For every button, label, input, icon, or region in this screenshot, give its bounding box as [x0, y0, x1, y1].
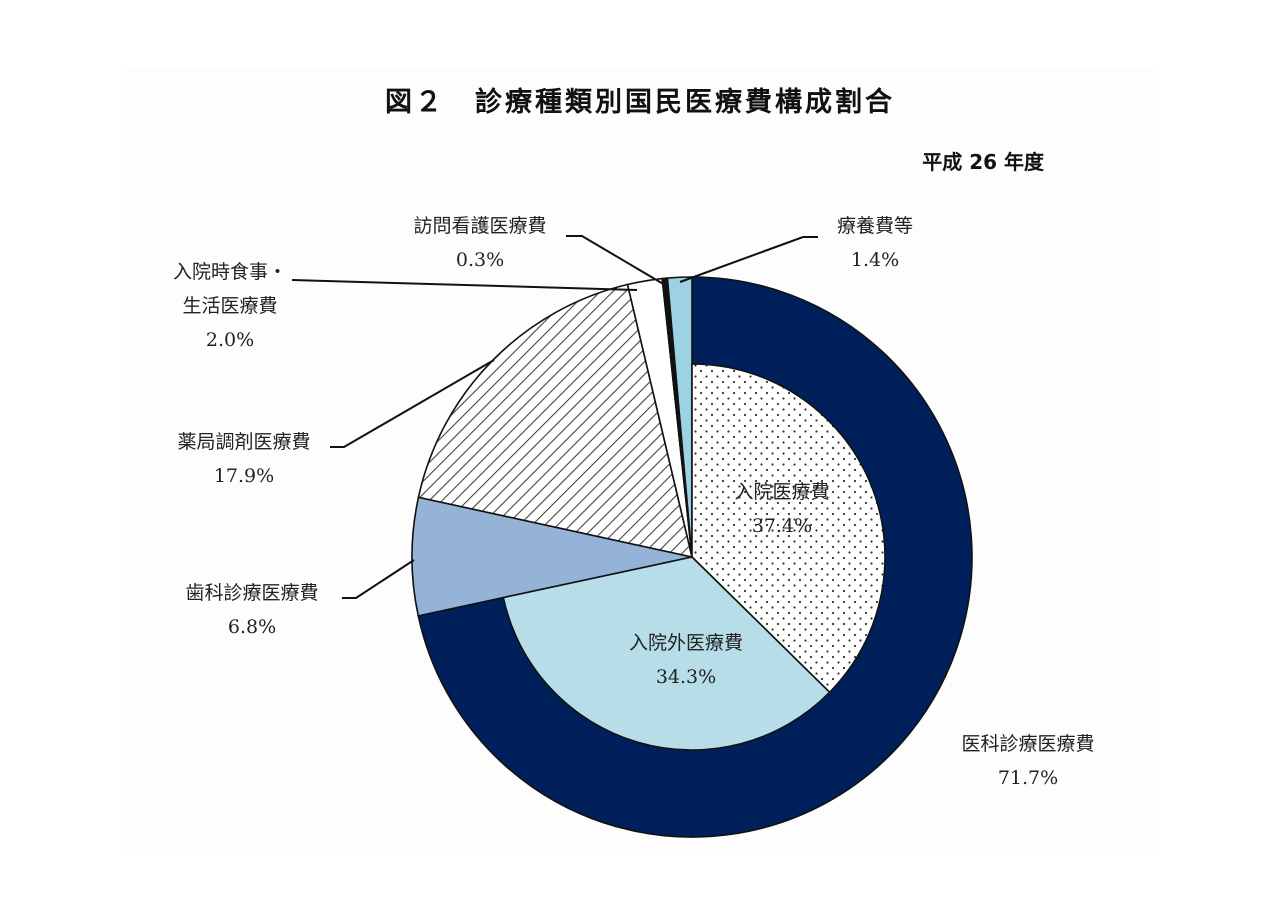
- category-label-outer-1: 歯科診療医療費: [185, 582, 318, 604]
- category-label-outer-0: 医科診療医療費: [961, 733, 1094, 755]
- value-label-outer-4: 0.3%: [456, 249, 504, 271]
- pie-slice-inner-1: [502, 556, 831, 751]
- value-label-outer-2: 17.9%: [214, 465, 274, 487]
- category-label-inner-1: 入院外医療費: [629, 632, 743, 654]
- chart-subtitle: 平成 26 年度: [922, 150, 1044, 174]
- leader-meals: [291, 279, 638, 291]
- leader-homecare: [566, 235, 666, 286]
- value-label-inner-1: 34.3%: [656, 666, 716, 688]
- chart-title: 図２ 診療種類別国民医療費構成割合: [385, 87, 895, 118]
- category-label-inner-0: 入院医療費: [734, 481, 829, 503]
- category-label-outer-4: 訪問看護医療費: [413, 215, 546, 237]
- leader-dental: [342, 559, 415, 599]
- value-label-outer-0: 71.7%: [998, 767, 1058, 789]
- value-label-outer-5: 1.4%: [851, 249, 899, 271]
- pie-slice-outer-1: [411, 496, 693, 617]
- value-label-inner-0: 37.4%: [752, 515, 812, 537]
- leader-pharmacy: [330, 359, 495, 448]
- category-label-outer-3: 入院時食事・: [173, 261, 287, 283]
- value-label-outer-1: 6.8%: [228, 616, 276, 638]
- category-label-outer-3: 生活医療費: [182, 295, 277, 317]
- leader-other: [679, 236, 818, 283]
- category-label-outer-5: 療養費等: [837, 215, 913, 237]
- value-label-outer-3: 2.0%: [206, 329, 254, 351]
- category-label-outer-2: 薬局調剤医療費: [177, 431, 310, 453]
- pie-slice-inner-0: [691, 363, 886, 694]
